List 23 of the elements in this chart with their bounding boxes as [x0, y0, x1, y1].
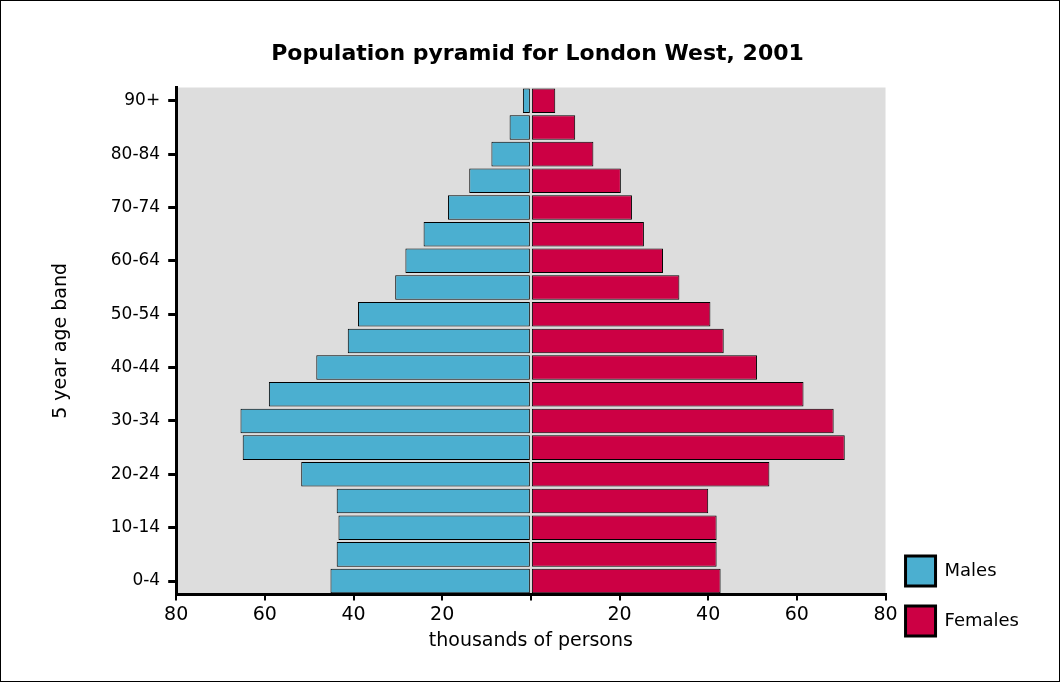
x-tick-label: 80: [873, 601, 898, 624]
legend-label: Females: [944, 608, 1020, 630]
x-tick-label: 20: [430, 601, 455, 624]
x-tick-label: 80: [164, 601, 189, 624]
x-tick-label: 60: [784, 601, 809, 624]
y-tick-label: 40-44: [110, 356, 161, 377]
y-tick-label: 70-74: [110, 195, 161, 216]
y-tick-label: 20-24: [110, 462, 161, 483]
y-tick-label: 30-34: [110, 409, 161, 430]
x-tick-label: 40: [696, 601, 721, 624]
y-axis-title: 5 year age band: [48, 263, 71, 419]
y-tick-label: 90+: [124, 89, 161, 110]
chart-title: Population pyramid for London West, 2001: [271, 39, 804, 65]
x-axis-title: thousands of persons: [428, 627, 633, 650]
x-tick-label: 20: [607, 601, 632, 624]
y-tick-label: 0-4: [132, 569, 161, 590]
y-tick-label: 10-14: [110, 516, 161, 537]
x-tick-label: 40: [341, 601, 366, 624]
y-tick-label: 80-84: [110, 142, 161, 163]
y-tick-label: 50-54: [110, 302, 161, 323]
legend-label: Males: [944, 558, 997, 580]
x-tick-label: 60: [252, 601, 277, 624]
y-tick-label: 60-64: [110, 249, 161, 270]
